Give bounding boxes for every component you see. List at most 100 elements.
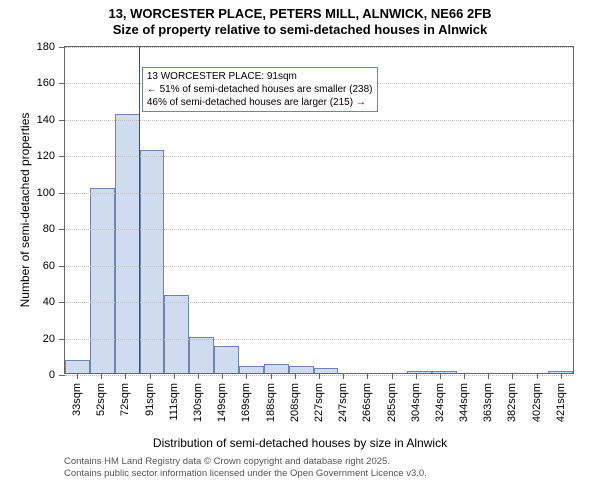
xtick: 188sqm	[259, 373, 283, 443]
ytick-mark	[59, 229, 65, 230]
xtick-label: 91sqm	[144, 383, 156, 416]
xtick-mark	[343, 373, 344, 379]
xtick: 149sqm	[210, 373, 234, 443]
plot-area: 13 WORCESTER PLACE: 91sqm ← 51% of semi-…	[64, 46, 574, 374]
xtick: 304sqm	[404, 373, 428, 443]
bar	[214, 346, 239, 373]
xtick-mark	[246, 373, 247, 379]
chart-title-line2: Size of property relative to semi-detach…	[0, 22, 600, 38]
xtick-label: 33sqm	[71, 383, 83, 416]
bar	[140, 150, 165, 373]
xtick: 247sqm	[331, 373, 355, 443]
bar	[115, 114, 140, 373]
xtick-mark	[319, 373, 320, 379]
xtick-mark	[198, 373, 199, 379]
xtick-label: 363sqm	[482, 383, 494, 422]
xtick-label: 266sqm	[361, 383, 373, 422]
xtick-label: 169sqm	[240, 383, 252, 422]
xtick: 285sqm	[379, 373, 403, 443]
y-axis-title: Number of semi-detached properties	[18, 46, 32, 374]
xtick: 52sqm	[89, 373, 113, 443]
xtick-mark	[392, 373, 393, 379]
xtick: 91sqm	[138, 373, 162, 443]
chart-title: 13, WORCESTER PLACE, PETERS MILL, ALNWIC…	[0, 6, 600, 39]
xtick-label: 247sqm	[337, 383, 349, 422]
ytick-mark	[59, 266, 65, 267]
annotation-line2: ← 51% of semi-detached houses are smalle…	[147, 83, 373, 96]
ytick-label: 40	[43, 296, 55, 308]
ytick-mark	[59, 120, 65, 121]
ytick-label: 180	[37, 41, 55, 53]
xtick-label: 421sqm	[555, 383, 567, 422]
xtick-label: 285sqm	[386, 383, 398, 422]
x-axis-title: Distribution of semi-detached houses by …	[0, 436, 600, 450]
xtick-label: 382sqm	[506, 383, 518, 422]
xtick-mark	[367, 373, 368, 379]
xtick-label: 52sqm	[95, 383, 107, 416]
xtick-mark	[416, 373, 417, 379]
gridline	[65, 339, 573, 340]
ytick-label: 100	[37, 187, 55, 199]
xtick-label: 149sqm	[216, 383, 228, 422]
xtick: 421sqm	[549, 373, 573, 443]
xtick-mark	[295, 373, 296, 379]
xtick-label: 304sqm	[410, 383, 422, 422]
xtick-mark	[222, 373, 223, 379]
xtick: 227sqm	[307, 373, 331, 443]
footnote: Contains HM Land Registry data © Crown c…	[0, 456, 600, 481]
ytick-mark	[59, 193, 65, 194]
xtick-label: 402sqm	[531, 383, 543, 422]
ytick-label: 140	[37, 114, 55, 126]
ytick-mark	[59, 302, 65, 303]
ytick-mark	[59, 375, 65, 376]
xtick-label: 208sqm	[289, 383, 301, 422]
xtick: 266sqm	[355, 373, 379, 443]
xtick: 33sqm	[65, 373, 89, 443]
footnote-line1: Contains HM Land Registry data © Crown c…	[64, 456, 600, 468]
xtick: 72sqm	[113, 373, 137, 443]
bar	[264, 364, 289, 373]
xtick: 169sqm	[234, 373, 258, 443]
bar	[90, 188, 115, 373]
xtick-label: 188sqm	[265, 383, 277, 422]
ytick-label: 0	[49, 369, 55, 381]
ytick-mark	[59, 156, 65, 157]
xtick-label: 72sqm	[119, 383, 131, 416]
xtick-mark	[101, 373, 102, 379]
ytick-mark	[59, 47, 65, 48]
x-axis: 33sqm 52sqm 72sqm 91sqm 111sqm 130sqm 149sqm 16…	[65, 373, 573, 443]
xtick-label: 324sqm	[434, 383, 446, 422]
annotation-box: 13 WORCESTER PLACE: 91sqm ← 51% of semi-…	[142, 67, 378, 112]
xtick-label: 130sqm	[192, 383, 204, 422]
xtick: 324sqm	[428, 373, 452, 443]
ytick-label: 160	[37, 77, 55, 89]
xtick: 382sqm	[500, 373, 524, 443]
xtick: 111sqm	[162, 373, 186, 443]
xtick-mark	[174, 373, 175, 379]
ytick-label: 80	[43, 223, 55, 235]
xtick-mark	[537, 373, 538, 379]
xtick-mark	[125, 373, 126, 379]
gridline	[65, 302, 573, 303]
bar	[65, 360, 90, 373]
xtick: 402sqm	[525, 373, 549, 443]
gridline	[65, 229, 573, 230]
bar	[239, 366, 264, 373]
footnote-line2: Contains public sector information licen…	[64, 468, 600, 480]
reference-line	[139, 47, 140, 373]
xtick-label: 111sqm	[168, 383, 180, 421]
xtick: 344sqm	[452, 373, 476, 443]
ytick-mark	[59, 83, 65, 84]
gridline	[65, 266, 573, 267]
xtick: 208sqm	[283, 373, 307, 443]
gridline	[65, 156, 573, 157]
annotation-line1: 13 WORCESTER PLACE: 91sqm	[147, 70, 373, 83]
chart-title-line1: 13, WORCESTER PLACE, PETERS MILL, ALNWIC…	[0, 6, 600, 22]
xtick: 363sqm	[476, 373, 500, 443]
bar	[189, 337, 214, 373]
xtick-mark	[561, 373, 562, 379]
xtick-mark	[488, 373, 489, 379]
gridline	[65, 120, 573, 121]
ytick-mark	[59, 339, 65, 340]
xtick-mark	[271, 373, 272, 379]
